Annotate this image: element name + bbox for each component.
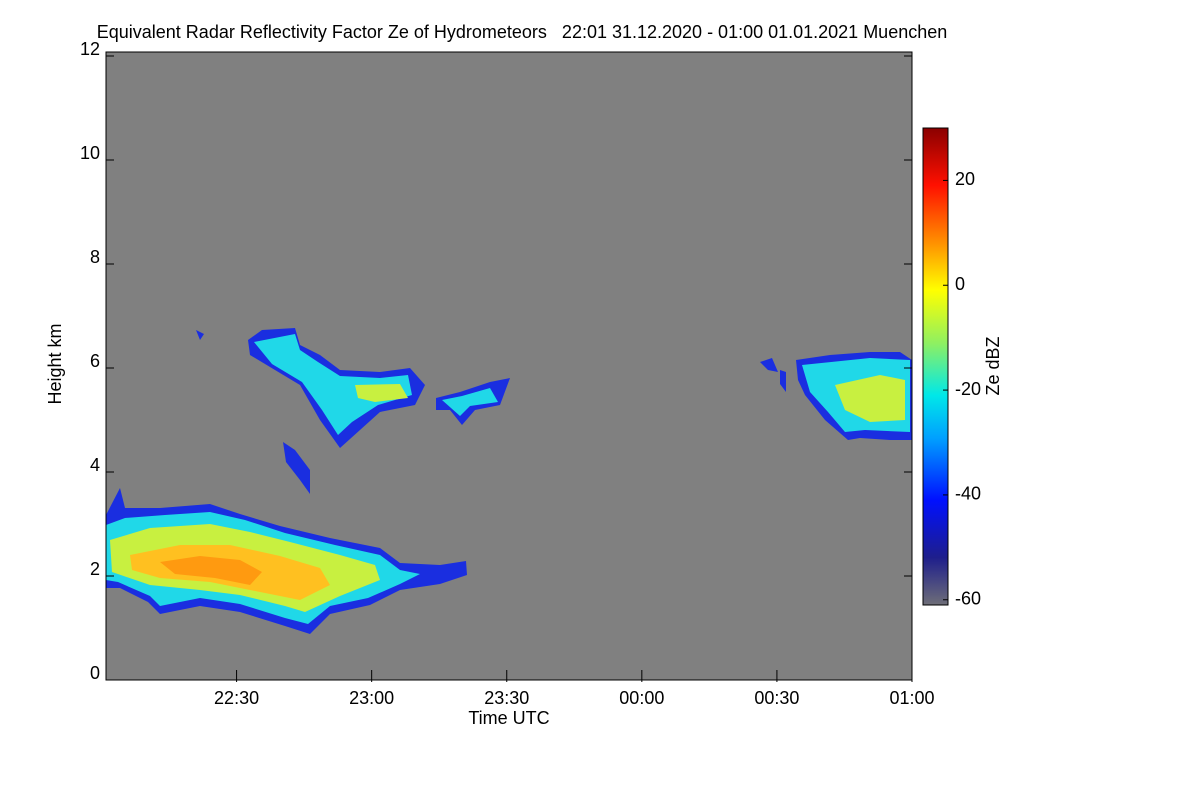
- x-tick-label: 22:30: [214, 688, 259, 708]
- echoes: [106, 328, 912, 634]
- y-tick-label: 0: [90, 663, 100, 683]
- colorbar-label: Ze dBZ: [983, 336, 1003, 395]
- y-tick-label: 12: [80, 39, 100, 59]
- x-tick-label: 23:00: [349, 688, 394, 708]
- echo-region: [835, 375, 905, 422]
- chart-title: Equivalent Radar Reflectivity Factor Ze …: [97, 22, 948, 42]
- x-tick-label: 00:00: [619, 688, 664, 708]
- y-tick-label: 2: [90, 559, 100, 579]
- x-tick-label: 00:30: [754, 688, 799, 708]
- echo-region: [254, 334, 412, 435]
- plot-frame: [105, 51, 913, 681]
- colorbar: [922, 127, 949, 606]
- echo-region: [442, 388, 498, 416]
- y-axis-label: Height km: [45, 323, 65, 404]
- echo-region: [160, 556, 262, 585]
- x-axis-label: Time UTC: [468, 708, 549, 728]
- y-tick-label: 6: [90, 351, 100, 371]
- echo-region: [283, 442, 310, 494]
- x-tick-label: 01:00: [889, 688, 934, 708]
- echo-region: [355, 384, 408, 402]
- colorbar-tick-label: 20: [955, 169, 975, 189]
- x-tick-label: 23:30: [484, 688, 529, 708]
- colorbar-tick-label: -20: [955, 379, 981, 399]
- colorbar-tick-label: 0: [955, 274, 965, 294]
- colorbar-tick-label: -40: [955, 484, 981, 504]
- colorbar-tick-label: -60: [955, 589, 981, 609]
- y-tick-label: 8: [90, 247, 100, 267]
- y-tick-label: 10: [80, 143, 100, 163]
- y-tick-label: 4: [90, 455, 100, 475]
